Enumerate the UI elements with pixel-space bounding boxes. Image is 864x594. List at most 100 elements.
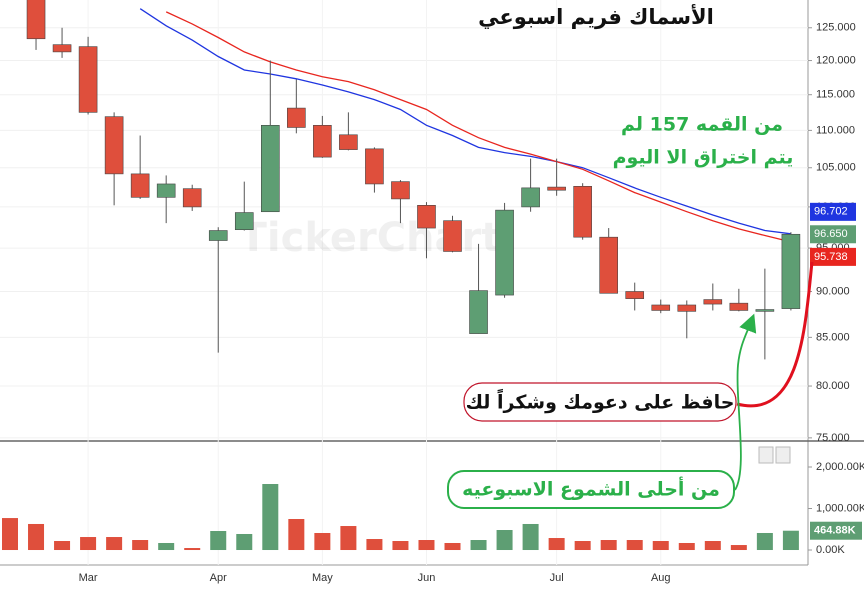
volume-bar xyxy=(678,542,695,551)
candle-body xyxy=(729,302,749,311)
volume-bar xyxy=(288,519,305,551)
volume-bar xyxy=(496,530,513,551)
volume-bar xyxy=(106,537,123,551)
annotation: من أحلى الشموع الاسبوعيه xyxy=(462,477,720,501)
moving-average-line xyxy=(139,8,791,235)
candle-body xyxy=(365,148,384,185)
value-label-box xyxy=(810,202,856,221)
y-tick-label: 75.000 xyxy=(816,432,850,444)
icon[interactable] xyxy=(758,446,774,464)
volume-bar xyxy=(470,540,487,551)
candle-body xyxy=(130,173,150,198)
value-label-box xyxy=(810,521,862,540)
arrow xyxy=(734,313,757,491)
candle-body xyxy=(287,107,306,128)
chart-title: الأسماك فريم اسبوعي xyxy=(478,3,714,29)
x-tick-label: Mar xyxy=(79,572,98,584)
volume-bar xyxy=(314,532,331,551)
candle-body xyxy=(78,46,98,113)
volume-value-label: 464.88K xyxy=(814,525,856,537)
volume-bar xyxy=(652,541,669,551)
annotation: يتم اختراق الا اليوم xyxy=(613,147,794,169)
icon[interactable] xyxy=(775,446,791,464)
y-tick-label: 110.000 xyxy=(816,124,855,136)
volume-bar xyxy=(574,541,591,551)
series-value-label: 96.702 xyxy=(814,206,848,218)
candle-body xyxy=(391,181,410,200)
volume-bar xyxy=(600,540,617,551)
volume-bar xyxy=(340,526,357,551)
x-tick-label: Apr xyxy=(210,572,227,584)
volume-bar xyxy=(444,542,461,551)
candle-body xyxy=(234,212,254,231)
candle-body xyxy=(755,309,775,312)
volume-bar xyxy=(184,548,201,551)
candle-body xyxy=(104,116,124,175)
x-tick-label: Jul xyxy=(550,572,564,584)
volume-bar xyxy=(80,537,97,551)
candle-body xyxy=(495,209,514,296)
series-value-label: 95.738 xyxy=(814,251,848,263)
volume-bar xyxy=(28,523,45,551)
value-label-box xyxy=(810,225,856,244)
volume-bar xyxy=(782,530,799,551)
candle-body xyxy=(469,290,488,334)
y-tick-label: 105.000 xyxy=(816,162,856,174)
candle-body xyxy=(677,304,697,312)
candle-body xyxy=(182,188,202,208)
candle-body xyxy=(260,125,280,213)
volume-bar xyxy=(54,541,71,551)
candle-body xyxy=(625,291,645,299)
candle-body xyxy=(651,304,671,311)
x-tick-label: Jun xyxy=(418,572,436,584)
candle-body xyxy=(781,233,801,309)
close-label: 96.650 xyxy=(814,228,848,240)
volume-tick-label: 1,000.00K xyxy=(816,502,864,514)
volume-bar xyxy=(236,533,253,551)
volume-bar xyxy=(2,518,18,551)
grid xyxy=(0,0,808,565)
annotation-box xyxy=(463,382,737,422)
candle-body xyxy=(26,0,46,40)
volume-pane xyxy=(2,484,799,551)
volume-bar xyxy=(418,540,435,551)
candle-body xyxy=(417,205,436,229)
volume-bar xyxy=(158,542,175,551)
volume-tick-label: 0.00K xyxy=(816,544,845,556)
y-tick-label: 85.000 xyxy=(816,331,850,343)
candle-body xyxy=(573,186,592,238)
volume-bar xyxy=(730,545,747,551)
candle-body xyxy=(547,186,566,191)
y-tick-label: 115.000 xyxy=(816,89,855,101)
volume-bar xyxy=(756,532,773,551)
volume-bar xyxy=(366,539,383,551)
volume-bar xyxy=(392,541,409,551)
volume-bar xyxy=(132,540,149,551)
candle-body xyxy=(313,125,332,158)
value-label-box xyxy=(810,247,856,266)
arrow xyxy=(736,261,814,408)
volume-bar xyxy=(262,484,279,551)
candle-body xyxy=(443,220,462,252)
y-tick-label: 80.000 xyxy=(816,380,850,392)
axes: 75.00080.00085.00090.00095.000100.000105… xyxy=(79,22,864,584)
volume-bar xyxy=(210,531,227,551)
x-tick-label: Aug xyxy=(651,572,671,584)
y-tick-label: 125.000 xyxy=(816,22,856,34)
candle-body xyxy=(521,187,540,208)
y-tick-label: 120.000 xyxy=(816,54,856,66)
candle-body xyxy=(52,44,72,53)
annotation-box xyxy=(447,470,735,509)
price-pane xyxy=(26,0,801,360)
candle-body xyxy=(599,236,618,294)
candle-body xyxy=(703,299,723,305)
candle-body xyxy=(339,134,358,150)
volume-bar xyxy=(522,523,539,551)
annotation: من القمه 157 لم xyxy=(621,114,783,136)
candle-body xyxy=(208,230,228,241)
volume-bar xyxy=(548,538,565,551)
candle-body xyxy=(156,183,176,198)
volume-bar xyxy=(626,540,643,551)
